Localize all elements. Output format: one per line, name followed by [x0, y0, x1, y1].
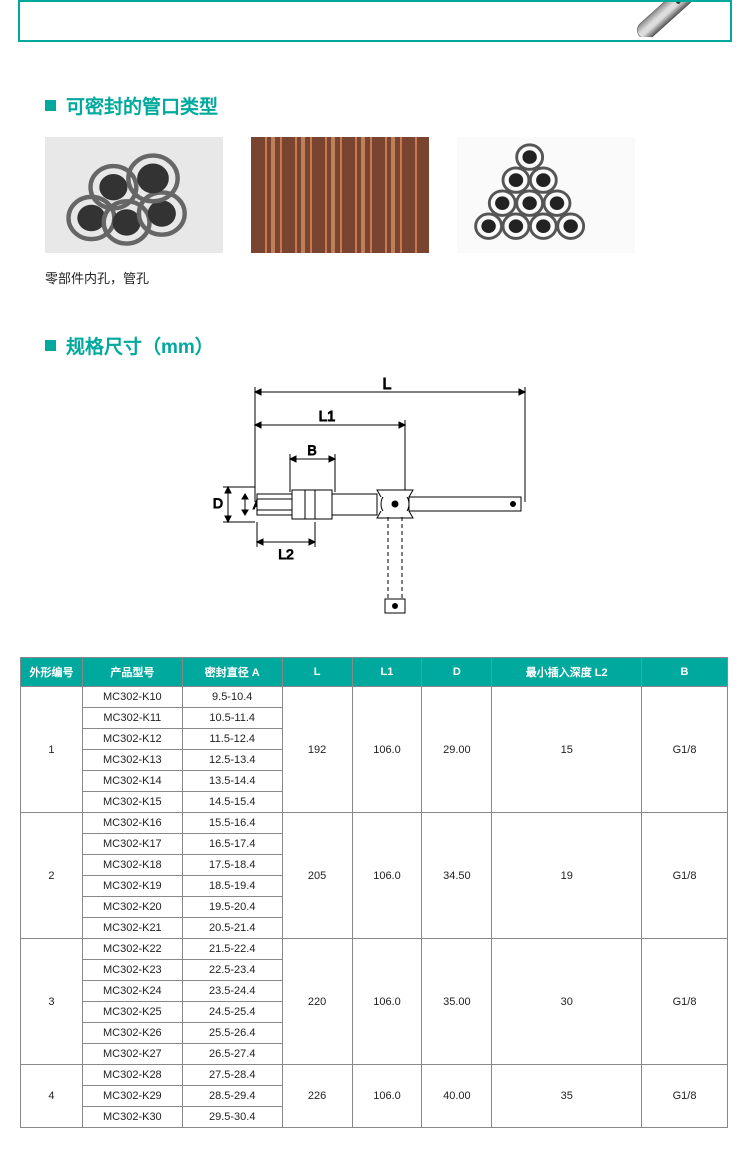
cell-model: MC302-K20: [82, 897, 182, 918]
bullet-icon: [45, 340, 56, 351]
cell-diameter: 20.5-21.4: [182, 918, 282, 939]
cell-shape: 4: [21, 1065, 83, 1128]
cell-diameter: 14.5-15.4: [182, 792, 282, 813]
cell-D: 35.00: [422, 939, 492, 1065]
cell-L2: 19: [492, 813, 642, 939]
table-header-row: 外形编号 产品型号 密封直径 A L L1 D 最小插入深度 L2 B: [21, 658, 728, 687]
table-row: 1MC302-K109.5-10.4192106.029.0015G1/8: [21, 687, 728, 708]
cell-shape: 2: [21, 813, 83, 939]
cell-diameter: 13.5-14.4: [182, 771, 282, 792]
section-heading-dimensions: 规格尺寸（mm）: [45, 332, 705, 359]
cell-diameter: 25.5-26.4: [182, 1023, 282, 1044]
cell-model: MC302-K14: [82, 771, 182, 792]
pipe-images-row: [45, 137, 705, 253]
cell-diameter: 23.5-24.4: [182, 981, 282, 1002]
cell-L: 226: [282, 1065, 352, 1128]
cell-model: MC302-K27: [82, 1044, 182, 1065]
bullet-icon: [45, 100, 56, 111]
cell-L2: 30: [492, 939, 642, 1065]
cell-diameter: 16.5-17.4: [182, 834, 282, 855]
cell-diameter: 15.5-16.4: [182, 813, 282, 834]
th-model: 产品型号: [82, 658, 182, 687]
cell-diameter: 18.5-19.4: [182, 876, 282, 897]
cell-diameter: 28.5-29.4: [182, 1086, 282, 1107]
cell-model: MC302-K22: [82, 939, 182, 960]
pipe-image-steel: [45, 137, 223, 253]
cell-L1: 106.0: [352, 1065, 422, 1128]
cell-diameter: 24.5-25.4: [182, 1002, 282, 1023]
cell-diameter: 11.5-12.4: [182, 729, 282, 750]
cell-model: MC302-K26: [82, 1023, 182, 1044]
pipe-image-stacked: [457, 137, 635, 253]
dimension-diagram: L L1 B D A: [0, 377, 750, 627]
cell-model: MC302-K18: [82, 855, 182, 876]
th-shape: 外形编号: [21, 658, 83, 687]
cell-model: MC302-K30: [82, 1107, 182, 1128]
cell-diameter: 17.5-18.4: [182, 855, 282, 876]
section-heading-sealable-types: 可密封的管口类型: [45, 92, 705, 119]
svg-text:B: B: [307, 442, 316, 458]
cell-diameter: 27.5-28.4: [182, 1065, 282, 1086]
cell-model: MC302-K11: [82, 708, 182, 729]
cell-L1: 106.0: [352, 687, 422, 813]
cell-L2: 15: [492, 687, 642, 813]
image-caption: 零部件内孔，管孔: [45, 268, 705, 287]
cell-D: 34.50: [422, 813, 492, 939]
cell-model: MC302-K16: [82, 813, 182, 834]
cell-L1: 106.0: [352, 939, 422, 1065]
th-L2: 最小插入深度 L2: [492, 658, 642, 687]
cell-B: G1/8: [642, 1065, 728, 1128]
table-row: 3MC302-K2221.5-22.4220106.035.0030G1/8: [21, 939, 728, 960]
table-row: 4MC302-K2827.5-28.4226106.040.0035G1/8: [21, 1065, 728, 1086]
th-B: B: [642, 658, 728, 687]
cell-model: MC302-K19: [82, 876, 182, 897]
heading-text: 可密封的管口类型: [66, 92, 218, 119]
handle-icon: [620, 0, 710, 37]
svg-text:L2: L2: [278, 546, 294, 562]
cell-shape: 3: [21, 939, 83, 1065]
svg-text:L: L: [383, 377, 392, 393]
cell-model: MC302-K29: [82, 1086, 182, 1107]
cell-model: MC302-K24: [82, 981, 182, 1002]
cell-model: MC302-K10: [82, 687, 182, 708]
cell-diameter: 26.5-27.4: [182, 1044, 282, 1065]
cell-L1: 106.0: [352, 813, 422, 939]
cell-model: MC302-K28: [82, 1065, 182, 1086]
pipe-image-copper: [251, 137, 429, 253]
th-diameter: 密封直径 A: [182, 658, 282, 687]
top-bordered-box: [18, 0, 732, 42]
cell-B: G1/8: [642, 939, 728, 1065]
cell-model: MC302-K15: [82, 792, 182, 813]
cell-L: 205: [282, 813, 352, 939]
th-L1: L1: [352, 658, 422, 687]
cell-D: 40.00: [422, 1065, 492, 1128]
cell-L2: 35: [492, 1065, 642, 1128]
cell-B: G1/8: [642, 813, 728, 939]
cell-model: MC302-K12: [82, 729, 182, 750]
th-L: L: [282, 658, 352, 687]
svg-text:D: D: [213, 495, 223, 511]
cell-model: MC302-K23: [82, 960, 182, 981]
cell-B: G1/8: [642, 687, 728, 813]
cell-model: MC302-K25: [82, 1002, 182, 1023]
cell-diameter: 19.5-20.4: [182, 897, 282, 918]
cell-diameter: 10.5-11.4: [182, 708, 282, 729]
cell-diameter: 12.5-13.4: [182, 750, 282, 771]
svg-text:L1: L1: [319, 408, 336, 425]
cell-model: MC302-K17: [82, 834, 182, 855]
cell-diameter: 22.5-23.4: [182, 960, 282, 981]
th-D: D: [422, 658, 492, 687]
cell-model: MC302-K13: [82, 750, 182, 771]
cell-diameter: 29.5-30.4: [182, 1107, 282, 1128]
cell-D: 29.00: [422, 687, 492, 813]
cell-diameter: 9.5-10.4: [182, 687, 282, 708]
cell-shape: 1: [21, 687, 83, 813]
heading-text: 规格尺寸（mm）: [66, 332, 214, 359]
table-row: 2MC302-K1615.5-16.4205106.034.5019G1/8: [21, 813, 728, 834]
cell-model: MC302-K21: [82, 918, 182, 939]
cell-L: 192: [282, 687, 352, 813]
specifications-table: 外形编号 产品型号 密封直径 A L L1 D 最小插入深度 L2 B 1MC3…: [20, 657, 728, 1128]
cell-L: 220: [282, 939, 352, 1065]
cell-diameter: 21.5-22.4: [182, 939, 282, 960]
